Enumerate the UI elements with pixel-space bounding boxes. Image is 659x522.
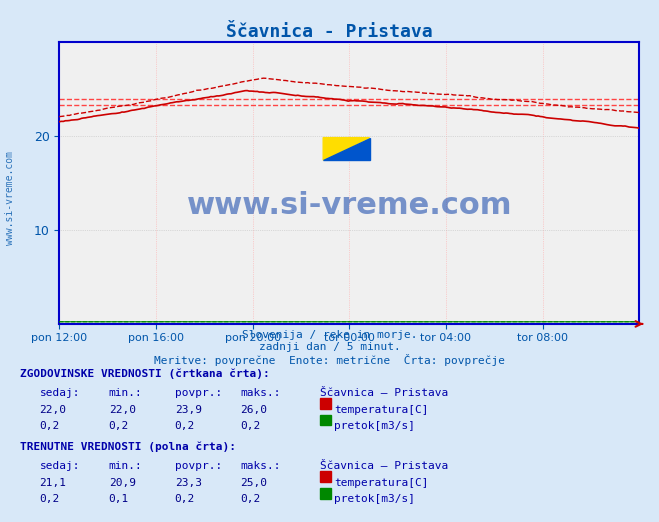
Text: 20,9: 20,9	[109, 478, 136, 488]
Text: Meritve: povprečne  Enote: metrične  Črta: povprečje: Meritve: povprečne Enote: metrične Črta:…	[154, 354, 505, 366]
Text: temperatura[C]: temperatura[C]	[334, 405, 428, 414]
Text: 23,9: 23,9	[175, 405, 202, 414]
Text: 23,3: 23,3	[175, 478, 202, 488]
Text: 26,0: 26,0	[241, 405, 268, 414]
Text: Ščavnica – Pristava: Ščavnica – Pristava	[320, 388, 448, 398]
Text: zadnji dan / 5 minut.: zadnji dan / 5 minut.	[258, 342, 401, 352]
Text: 0,2: 0,2	[175, 421, 195, 431]
Text: 0,2: 0,2	[241, 421, 261, 431]
Text: TRENUTNE VREDNOSTI (polna črta):: TRENUTNE VREDNOSTI (polna črta):	[20, 441, 236, 452]
Text: min.:: min.:	[109, 461, 142, 471]
Text: 21,1: 21,1	[40, 478, 67, 488]
Text: 0,2: 0,2	[40, 421, 60, 431]
Text: Ščavnica – Pristava: Ščavnica – Pristava	[320, 461, 448, 471]
Text: sedaj:: sedaj:	[40, 461, 80, 471]
Text: povpr.:: povpr.:	[175, 388, 222, 398]
Text: sedaj:: sedaj:	[40, 388, 80, 398]
Text: maks.:: maks.:	[241, 388, 281, 398]
Text: 25,0: 25,0	[241, 478, 268, 488]
Text: 0,2: 0,2	[109, 421, 129, 431]
Polygon shape	[323, 138, 370, 160]
Text: 0,2: 0,2	[175, 494, 195, 504]
Text: 0,2: 0,2	[241, 494, 261, 504]
Text: pretok[m3/s]: pretok[m3/s]	[334, 494, 415, 504]
Text: povpr.:: povpr.:	[175, 461, 222, 471]
Text: min.:: min.:	[109, 388, 142, 398]
Text: maks.:: maks.:	[241, 461, 281, 471]
Text: Ščavnica - Pristava: Ščavnica - Pristava	[226, 23, 433, 41]
Text: 0,1: 0,1	[109, 494, 129, 504]
Text: ZGODOVINSKE VREDNOSTI (črtkana črta):: ZGODOVINSKE VREDNOSTI (črtkana črta):	[20, 368, 270, 378]
Text: www.si-vreme.com: www.si-vreme.com	[5, 151, 15, 245]
Text: www.si-vreme.com: www.si-vreme.com	[186, 191, 512, 220]
Text: 22,0: 22,0	[109, 405, 136, 414]
Text: pretok[m3/s]: pretok[m3/s]	[334, 421, 415, 431]
Text: 22,0: 22,0	[40, 405, 67, 414]
Text: Slovenija / reke in morje.: Slovenija / reke in morje.	[242, 330, 417, 340]
Text: temperatura[C]: temperatura[C]	[334, 478, 428, 488]
Text: 0,2: 0,2	[40, 494, 60, 504]
Polygon shape	[323, 138, 370, 160]
